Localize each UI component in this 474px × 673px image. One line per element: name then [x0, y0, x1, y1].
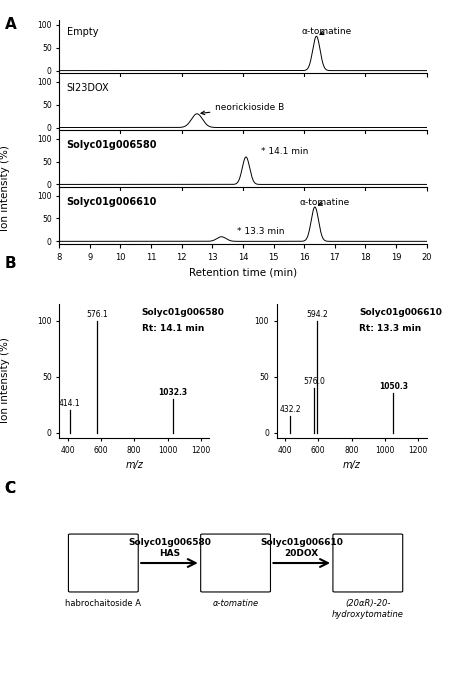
Text: 1032.3: 1032.3 — [158, 388, 188, 397]
Text: habrochaitoside A: habrochaitoside A — [65, 599, 141, 608]
Text: 432.2: 432.2 — [280, 404, 301, 414]
Text: Ion intensity (%): Ion intensity (%) — [0, 337, 10, 423]
Text: (20αR)-20-
hydroxytomatine: (20αR)-20- hydroxytomatine — [332, 599, 404, 618]
FancyBboxPatch shape — [68, 534, 138, 592]
Text: Solyc01g006610: Solyc01g006610 — [260, 538, 343, 547]
FancyBboxPatch shape — [201, 534, 271, 592]
Text: 594.2: 594.2 — [307, 310, 328, 318]
Text: α-tomatine: α-tomatine — [212, 599, 259, 608]
Text: A: A — [5, 17, 17, 32]
Text: SI23DOX: SI23DOX — [66, 83, 109, 94]
Text: * 14.1 min: * 14.1 min — [261, 147, 309, 155]
Text: Solyc01g006580: Solyc01g006580 — [142, 308, 225, 317]
Text: 576.1: 576.1 — [86, 310, 108, 318]
Text: Rt: 13.3 min: Rt: 13.3 min — [359, 324, 421, 333]
Text: 1050.3: 1050.3 — [379, 382, 408, 391]
Text: Ion intensity (%): Ion intensity (%) — [0, 145, 10, 232]
Text: α-tomatine: α-tomatine — [301, 27, 351, 36]
Text: C: C — [5, 481, 16, 496]
Text: Solyc01g006580: Solyc01g006580 — [128, 538, 211, 547]
Text: Rt: 14.1 min: Rt: 14.1 min — [142, 324, 204, 333]
Text: Solyc01g006580: Solyc01g006580 — [66, 141, 157, 150]
Text: 414.1: 414.1 — [59, 399, 81, 408]
Text: B: B — [5, 256, 17, 271]
Text: Solyc01g006610: Solyc01g006610 — [66, 197, 157, 207]
FancyBboxPatch shape — [333, 534, 403, 592]
Text: 20DOX: 20DOX — [284, 549, 319, 558]
Text: Solyc01g006610: Solyc01g006610 — [359, 308, 442, 317]
Text: 576.0: 576.0 — [303, 377, 325, 386]
Text: Empty: Empty — [66, 26, 98, 36]
Text: α-tomatine: α-tomatine — [300, 198, 350, 207]
Text: C: C — [5, 481, 16, 496]
Text: * 13.3 min: * 13.3 min — [237, 227, 284, 236]
Text: neorickioside B: neorickioside B — [201, 103, 284, 114]
X-axis label: m/z: m/z — [125, 460, 143, 470]
X-axis label: m/z: m/z — [343, 460, 361, 470]
Text: HAS: HAS — [159, 549, 180, 558]
X-axis label: Retention time (min): Retention time (min) — [189, 267, 297, 277]
